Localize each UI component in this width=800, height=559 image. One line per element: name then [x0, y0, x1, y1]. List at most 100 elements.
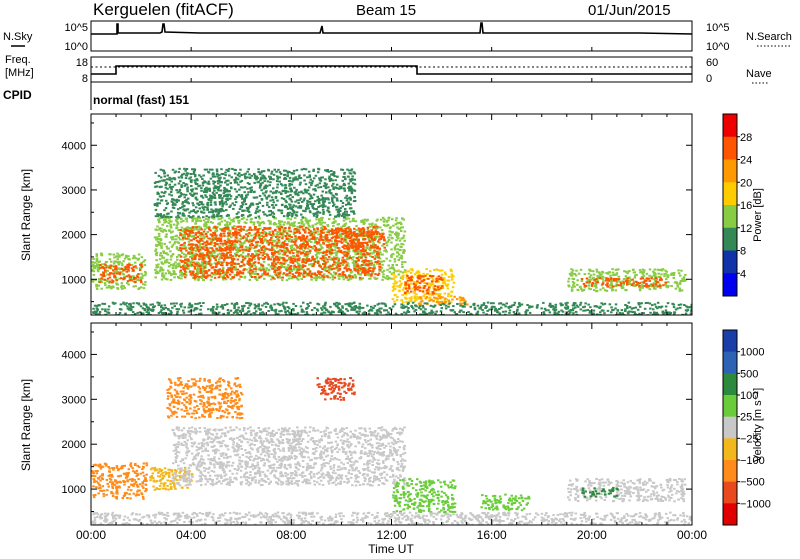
- power-cell: [186, 175, 189, 177]
- power-cell: [283, 230, 286, 232]
- power-cell: [211, 196, 214, 198]
- power-cell: [229, 223, 232, 225]
- power-cell: [182, 268, 185, 270]
- power-cell: [249, 279, 252, 281]
- power-cell: [233, 225, 236, 227]
- power-cell: [242, 237, 245, 239]
- power-cell: [298, 175, 301, 177]
- power-cell: [447, 295, 450, 297]
- power-cell: [350, 207, 353, 209]
- power-cell: [284, 206, 287, 208]
- power-cell: [160, 261, 163, 263]
- power-cell: [248, 168, 251, 170]
- power-cell: [203, 254, 206, 256]
- power-cell: [228, 240, 231, 242]
- power-cell: [207, 274, 210, 276]
- power-cell: [192, 202, 195, 204]
- power-cell: [313, 228, 316, 230]
- power-cell: [278, 220, 281, 222]
- power-cell: [336, 176, 339, 178]
- power-cell: [191, 227, 194, 229]
- power-cell: [273, 260, 276, 262]
- power-cell: [261, 198, 264, 200]
- power-cell: [129, 276, 132, 278]
- power-cell: [293, 170, 296, 172]
- power-cell: [197, 210, 200, 212]
- power-cell: [308, 186, 311, 188]
- power-cell: [321, 275, 324, 277]
- power-cell: [165, 278, 168, 280]
- power-cell: [330, 192, 333, 194]
- power-cell: [246, 210, 249, 212]
- power-cell: [383, 270, 386, 272]
- power-cell: [166, 213, 169, 215]
- power-cell: [172, 236, 175, 238]
- power-cell: [351, 178, 354, 180]
- power-cell: [334, 229, 337, 231]
- power-cell: [235, 237, 238, 239]
- power-cell: [422, 273, 425, 275]
- power-cell: [327, 231, 330, 233]
- power-cell: [201, 246, 204, 248]
- power-cell: [390, 278, 393, 280]
- power-cell: [176, 235, 179, 237]
- power-cell: [323, 198, 326, 200]
- power-cell: [203, 219, 206, 221]
- power-cell: [324, 266, 327, 268]
- power-cell: [310, 276, 313, 278]
- power-cell: [381, 229, 384, 231]
- power-cell: [270, 242, 273, 244]
- power-cell: [378, 268, 381, 270]
- power-cell: [186, 220, 189, 222]
- power-cell: [174, 241, 177, 243]
- power-cell: [294, 217, 297, 219]
- power-cell: [588, 273, 591, 275]
- power-cell: [279, 246, 282, 248]
- power-cell: [330, 246, 333, 248]
- power-cell: [283, 224, 286, 226]
- power-cell: [215, 228, 218, 230]
- power-cell: [339, 186, 342, 188]
- power-cell: [237, 269, 240, 271]
- power-cell: [197, 231, 200, 233]
- power-cell: [178, 177, 181, 179]
- power-cell: [346, 200, 349, 202]
- power-cell: [259, 195, 262, 197]
- power-cell: [271, 249, 274, 251]
- power-cell: [571, 278, 574, 280]
- power-cell: [366, 271, 369, 273]
- power-cell: [202, 185, 205, 187]
- power-cell: [329, 214, 332, 216]
- power-cell: [322, 256, 325, 258]
- power-cell: [140, 273, 143, 275]
- power-cell: [239, 276, 242, 278]
- power-cell: [617, 268, 620, 270]
- power-cell: [593, 289, 596, 291]
- power-cell: [223, 259, 226, 261]
- power-cell: [241, 215, 244, 217]
- power-cell: [161, 272, 164, 274]
- power-cell: [330, 170, 333, 172]
- power-cell: [212, 239, 215, 241]
- power-cell: [385, 258, 388, 260]
- power-cell: [434, 289, 437, 291]
- power-cell: [350, 173, 353, 175]
- power-cell: [331, 185, 334, 187]
- power-cell: [185, 199, 188, 201]
- power-cell: [197, 246, 200, 248]
- power-cell: [432, 278, 435, 280]
- power-cell: [414, 297, 417, 299]
- power-cell: [157, 193, 160, 195]
- power-cell: [165, 236, 168, 238]
- power-cell: [334, 277, 337, 279]
- power-cell: [239, 229, 242, 231]
- power-cell: [276, 247, 279, 249]
- power-cell: [160, 200, 163, 202]
- power-cell: [258, 210, 261, 212]
- power-cell: [357, 257, 360, 259]
- power-cell: [431, 282, 434, 284]
- power-cell: [123, 274, 126, 276]
- power-cell: [105, 261, 108, 263]
- power-cell: [444, 298, 447, 300]
- power-cell: [222, 249, 225, 251]
